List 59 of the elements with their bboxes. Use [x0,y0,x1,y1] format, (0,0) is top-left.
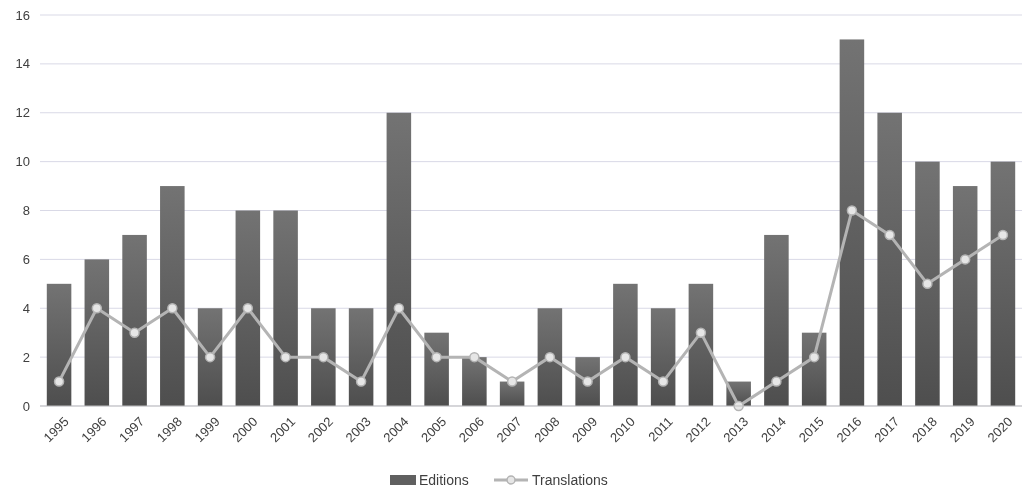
bar [537,308,563,406]
bar [46,283,72,406]
bar [348,308,374,406]
bar [386,112,412,406]
y-tick-label: 14 [15,56,30,72]
point [53,376,65,387]
point [91,303,103,314]
point [771,376,782,387]
point [620,351,631,363]
y-tick-label: 2 [22,349,30,365]
y-tick-label: 4 [22,300,30,316]
bar [650,308,676,406]
bar [235,210,261,406]
bar [801,332,827,406]
bar [311,308,336,406]
point [695,327,707,338]
bar [764,234,789,406]
bar [462,357,487,406]
legend-label: Translations [532,471,608,488]
point [393,303,405,314]
y-tick-label: 12 [15,105,30,121]
point [544,351,556,363]
bar [915,161,940,406]
y-tick-label: 8 [22,203,30,219]
y-tick-label: 10 [15,154,30,170]
point [922,278,933,290]
point [808,351,820,363]
point [997,229,1009,241]
bar [990,161,1016,406]
point [280,351,291,363]
bar [424,332,449,406]
point [506,376,518,387]
point [582,376,593,387]
bar [273,210,298,406]
point [884,229,895,241]
bar [839,39,865,406]
y-tick-label: 0 [22,398,30,414]
point [167,303,178,314]
point [355,376,367,387]
bar [160,186,185,406]
point [469,351,480,363]
point [431,351,442,363]
bar [952,186,978,406]
point [846,205,858,216]
point [204,351,216,363]
bar [688,283,714,406]
bar [197,308,223,406]
y-tick-label: 16 [15,7,30,23]
bar [84,259,110,406]
bar [122,234,147,406]
bar [613,283,638,406]
point [657,376,669,387]
bar [877,112,902,406]
y-tick-label: 6 [22,251,30,267]
point [959,254,971,265]
point [242,303,254,314]
point [129,327,140,338]
legend-label: Editions [419,471,469,488]
point [318,351,329,363]
